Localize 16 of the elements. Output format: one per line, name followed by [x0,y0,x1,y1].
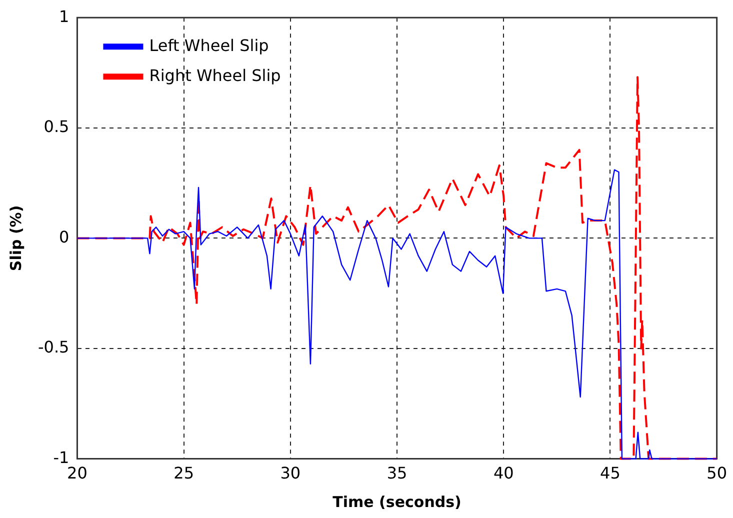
legend-label: Left Wheel Slip [149,36,269,55]
x-tick-label: 50 [706,464,727,483]
x-tick-label: 40 [493,464,514,483]
y-tick-label: -1 [53,448,70,467]
x-tick-label: 20 [67,464,88,483]
y-tick-label: 0 [59,227,70,246]
y-axis-title: Slip (%) [6,205,25,272]
x-axis-title: Time (seconds) [332,492,462,511]
y-tick-label: 1 [59,6,70,26]
x-tick-label: 35 [386,464,408,483]
x-tick-label: 30 [280,464,301,483]
x-tick-label: 45 [600,464,620,483]
legend-label: Right Wheel Slip [149,66,281,85]
y-tick-label: 0.5 [44,117,70,136]
x-tick-label: 25 [174,464,194,483]
y-tick-label: -0.5 [38,338,70,357]
